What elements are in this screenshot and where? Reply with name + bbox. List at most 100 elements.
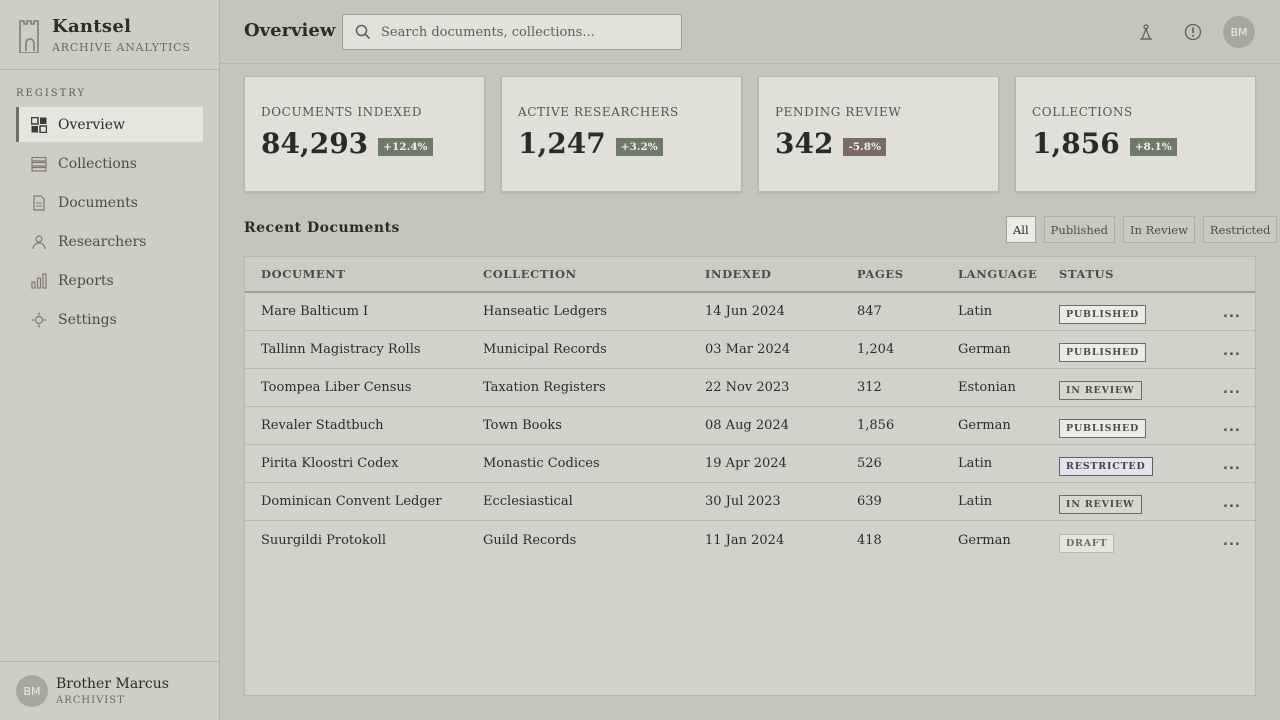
cell-indexed: 11 Jan 2024 xyxy=(705,532,785,548)
cell-indexed: 30 Jul 2023 xyxy=(705,494,781,509)
stat-delta-badge: +8.1% xyxy=(1129,137,1177,156)
stat-delta-badge: +3.2% xyxy=(615,137,663,156)
cell-document: Mare Balticum I xyxy=(261,304,369,319)
stat-delta-badge: -5.8% xyxy=(843,137,887,156)
table-row[interactable]: Suurgildi Protokoll Guild Records 11 Jan… xyxy=(245,521,1255,559)
grid-icon xyxy=(30,116,48,134)
table-row[interactable]: Dominican Convent Ledger Ecclesiastical … xyxy=(245,483,1255,521)
person-icon xyxy=(30,233,48,251)
more-actions-icon[interactable]: ... xyxy=(1223,306,1241,321)
table-row[interactable]: Revaler Stadtbuch Town Books 08 Aug 2024… xyxy=(245,407,1255,445)
column-header[interactable]: STATUS xyxy=(1059,267,1115,281)
table-row[interactable]: Pirita Kloostri Codex Monastic Codices 1… xyxy=(245,445,1255,483)
sidebar: Kantsel ARCHIVE ANALYTICS REGISTRY Overv… xyxy=(0,0,220,720)
status-badge: DRAFT xyxy=(1059,533,1115,553)
sidebar-item-label: Documents xyxy=(58,194,138,211)
column-header[interactable]: PAGES xyxy=(857,267,904,281)
more-actions-icon[interactable]: ... xyxy=(1223,382,1241,397)
stat-value: 84,293 xyxy=(261,127,369,160)
column-header[interactable]: COLLECTION xyxy=(483,267,577,281)
cell-collection: Municipal Records xyxy=(483,342,607,357)
more-actions-icon[interactable]: ... xyxy=(1223,534,1241,549)
header-avatar[interactable]: BM xyxy=(1223,16,1255,48)
filter-published[interactable]: Published xyxy=(1043,216,1116,243)
table-row[interactable]: Mare Balticum I Hanseatic Ledgers 14 Jun… xyxy=(245,293,1255,331)
stat-card-pending-review[interactable]: PENDING REVIEW 342 -5.8% xyxy=(758,76,999,192)
more-actions-icon[interactable]: ... xyxy=(1223,420,1241,435)
sidebar-item-settings[interactable]: Settings xyxy=(16,302,203,337)
cell-indexed: 14 Jun 2024 xyxy=(705,304,785,319)
cell-indexed: 22 Nov 2023 xyxy=(705,380,790,395)
filter-in-review[interactable]: In Review xyxy=(1123,216,1195,243)
table-row[interactable]: Tallinn Magistracy Rolls Municipal Recor… xyxy=(245,331,1255,369)
topbar: Overview BM xyxy=(220,0,1280,64)
sidebar-item-collections[interactable]: Collections xyxy=(16,146,203,181)
filter-all[interactable]: All xyxy=(1006,216,1036,243)
cell-pages: 312 xyxy=(857,380,882,395)
alert-icon[interactable] xyxy=(1183,22,1203,42)
tower-icon[interactable] xyxy=(1136,22,1156,42)
status-badge: IN REVIEW xyxy=(1059,495,1142,514)
app-name: Kantsel xyxy=(52,15,132,37)
more-actions-icon[interactable]: ... xyxy=(1223,344,1241,359)
cell-language: Latin xyxy=(958,304,993,319)
filter-restricted[interactable]: Restricted xyxy=(1202,216,1278,243)
sidebar-item-label: Settings xyxy=(58,311,117,328)
section-title: Recent Documents xyxy=(244,220,400,236)
column-header[interactable]: LANGUAGE xyxy=(958,267,1038,281)
bar-chart-icon xyxy=(30,272,48,290)
cell-pages: 1,204 xyxy=(857,342,895,357)
sidebar-item-reports[interactable]: Reports xyxy=(16,263,203,298)
stat-label: ACTIVE RESEARCHERS xyxy=(518,105,679,119)
more-actions-icon[interactable]: ... xyxy=(1223,496,1241,511)
stat-card-active-researchers[interactable]: ACTIVE RESEARCHERS 1,247 +3.2% xyxy=(501,76,742,192)
cell-language: German xyxy=(958,342,1011,357)
stat-value: 342 xyxy=(775,127,834,160)
status-badge: IN REVIEW xyxy=(1059,381,1142,400)
cell-collection: Guild Records xyxy=(483,532,577,548)
status-badge: RESTRICTED xyxy=(1059,457,1153,476)
app-subtitle: ARCHIVE ANALYTICS xyxy=(52,40,191,54)
cell-pages: 639 xyxy=(857,494,882,509)
cell-pages: 418 xyxy=(857,532,882,548)
cell-document: Pirita Kloostri Codex xyxy=(261,456,399,471)
cell-collection: Monastic Codices xyxy=(483,456,600,471)
sidebar-item-label: Overview xyxy=(58,116,126,133)
cell-document: Suurgildi Protokoll xyxy=(261,532,386,548)
more-actions-icon[interactable]: ... xyxy=(1223,458,1241,473)
tower-logo-icon xyxy=(19,19,39,53)
stat-card-collections[interactable]: COLLECTIONS 1,856 +8.1% xyxy=(1015,76,1256,192)
status-badge: PUBLISHED xyxy=(1059,419,1147,438)
avatar: BM xyxy=(16,675,48,707)
column-header[interactable]: DOCUMENT xyxy=(261,267,346,281)
status-badge: PUBLISHED xyxy=(1059,343,1147,362)
sidebar-item-overview[interactable]: Overview xyxy=(16,107,203,142)
stat-label: DOCUMENTS INDEXED xyxy=(261,105,423,119)
cell-indexed: 19 Apr 2024 xyxy=(705,456,787,471)
cell-language: German xyxy=(958,418,1011,433)
user-profile[interactable]: BM Brother Marcus ARCHIVIST xyxy=(0,661,219,720)
stat-card-documents-indexed[interactable]: DOCUMENTS INDEXED 84,293 +12.4% xyxy=(244,76,485,192)
table-row[interactable]: Toompea Liber Census Taxation Registers … xyxy=(245,369,1255,407)
sidebar-item-researchers[interactable]: Researchers xyxy=(16,224,203,259)
cell-indexed: 08 Aug 2024 xyxy=(705,418,789,433)
column-header[interactable]: INDEXED xyxy=(705,267,772,281)
cell-collection: Taxation Registers xyxy=(483,380,606,395)
search-box[interactable] xyxy=(342,14,682,50)
cell-language: German xyxy=(958,532,1011,548)
stat-delta-badge: +12.4% xyxy=(378,137,433,156)
stat-label: PENDING REVIEW xyxy=(775,105,902,119)
cell-indexed: 03 Mar 2024 xyxy=(705,342,791,357)
stack-icon xyxy=(30,155,48,173)
cell-document: Dominican Convent Ledger xyxy=(261,494,442,509)
sidebar-item-label: Collections xyxy=(58,155,137,172)
document-icon xyxy=(30,194,48,212)
search-input[interactable] xyxy=(381,24,671,40)
documents-table: DOCUMENT COLLECTION INDEXED PAGES LANGUA… xyxy=(244,256,1256,696)
cell-document: Toompea Liber Census xyxy=(261,380,412,395)
sidebar-item-documents[interactable]: Documents xyxy=(16,185,203,220)
brand: Kantsel ARCHIVE ANALYTICS xyxy=(0,0,219,70)
stat-value: 1,856 xyxy=(1032,127,1120,160)
table-header: DOCUMENT COLLECTION INDEXED PAGES LANGUA… xyxy=(245,257,1255,293)
status-badge: PUBLISHED xyxy=(1059,305,1147,324)
